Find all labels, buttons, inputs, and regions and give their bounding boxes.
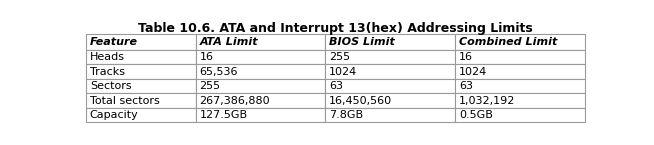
Bar — [325, 79, 455, 93]
Bar — [196, 93, 325, 108]
Text: BIOS Limit: BIOS Limit — [329, 37, 395, 47]
Bar — [455, 79, 585, 93]
Text: Capacity: Capacity — [90, 110, 139, 120]
Bar — [455, 50, 585, 64]
Bar — [455, 93, 585, 108]
Text: 16: 16 — [199, 52, 214, 62]
Text: Heads: Heads — [90, 52, 125, 62]
Text: ATA Limit: ATA Limit — [199, 37, 258, 47]
Text: 1024: 1024 — [329, 67, 358, 77]
Text: Table 10.6. ATA and Interrupt 13(hex) Addressing Limits: Table 10.6. ATA and Interrupt 13(hex) Ad… — [138, 22, 532, 35]
Text: Combined Limit: Combined Limit — [459, 37, 557, 47]
Text: Tracks: Tracks — [90, 67, 125, 77]
Bar — [325, 64, 455, 79]
Bar — [86, 34, 196, 50]
Text: 63: 63 — [459, 81, 473, 91]
Text: 1,032,192: 1,032,192 — [459, 96, 515, 106]
Text: 255: 255 — [329, 52, 351, 62]
Text: Total sectors: Total sectors — [90, 96, 160, 106]
Text: 0.5GB: 0.5GB — [459, 110, 493, 120]
Text: 63: 63 — [329, 81, 343, 91]
Text: 16,450,560: 16,450,560 — [329, 96, 392, 106]
Bar — [196, 50, 325, 64]
Text: 1024: 1024 — [459, 67, 487, 77]
Bar — [196, 79, 325, 93]
Text: 65,536: 65,536 — [199, 67, 238, 77]
Text: Sectors: Sectors — [90, 81, 131, 91]
Text: 255: 255 — [199, 81, 220, 91]
Text: Feature: Feature — [90, 37, 138, 47]
Bar — [196, 64, 325, 79]
Bar — [86, 108, 196, 122]
Bar — [86, 50, 196, 64]
Text: 127.5GB: 127.5GB — [199, 110, 248, 120]
Bar — [196, 34, 325, 50]
Bar — [86, 79, 196, 93]
Text: 267,386,880: 267,386,880 — [199, 96, 270, 106]
Bar — [455, 108, 585, 122]
Bar — [325, 50, 455, 64]
Bar — [196, 108, 325, 122]
Bar — [325, 34, 455, 50]
Bar — [325, 93, 455, 108]
Text: 7.8GB: 7.8GB — [329, 110, 364, 120]
Bar — [455, 34, 585, 50]
Bar — [325, 108, 455, 122]
Bar — [86, 93, 196, 108]
Text: 16: 16 — [459, 52, 473, 62]
Bar — [86, 64, 196, 79]
Bar — [455, 64, 585, 79]
